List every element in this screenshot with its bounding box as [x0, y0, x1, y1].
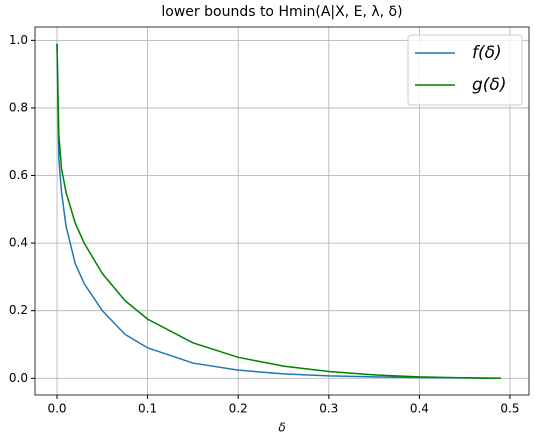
y-tick-label: 1.0: [9, 33, 28, 47]
legend-label: f(δ): [472, 43, 502, 63]
x-tick-label: 0.3: [319, 402, 338, 416]
x-axis-label: δ: [278, 421, 285, 435]
chart-title: lower bounds to Hmin(A|X, E, λ, δ): [161, 4, 402, 20]
x-tick-label: 0.2: [229, 402, 248, 416]
y-tick-label: 0.4: [9, 236, 28, 250]
series-line: [56, 43, 501, 380]
y-tick-label: 0.8: [9, 100, 28, 114]
plot-frame: [34, 26, 530, 396]
x-tick-label: 0.4: [410, 402, 429, 416]
series-line: [56, 43, 501, 380]
y-tick-label: 0.6: [9, 168, 28, 182]
x-tick-label: 0.1: [138, 402, 157, 416]
y-tick-label: 0.2: [9, 303, 28, 317]
x-tick-label: 0.5: [500, 402, 519, 416]
x-tick-label: 0.0: [47, 402, 66, 416]
y-tick-label: 0.0: [9, 371, 28, 385]
legend-label: g(δ): [472, 75, 506, 95]
